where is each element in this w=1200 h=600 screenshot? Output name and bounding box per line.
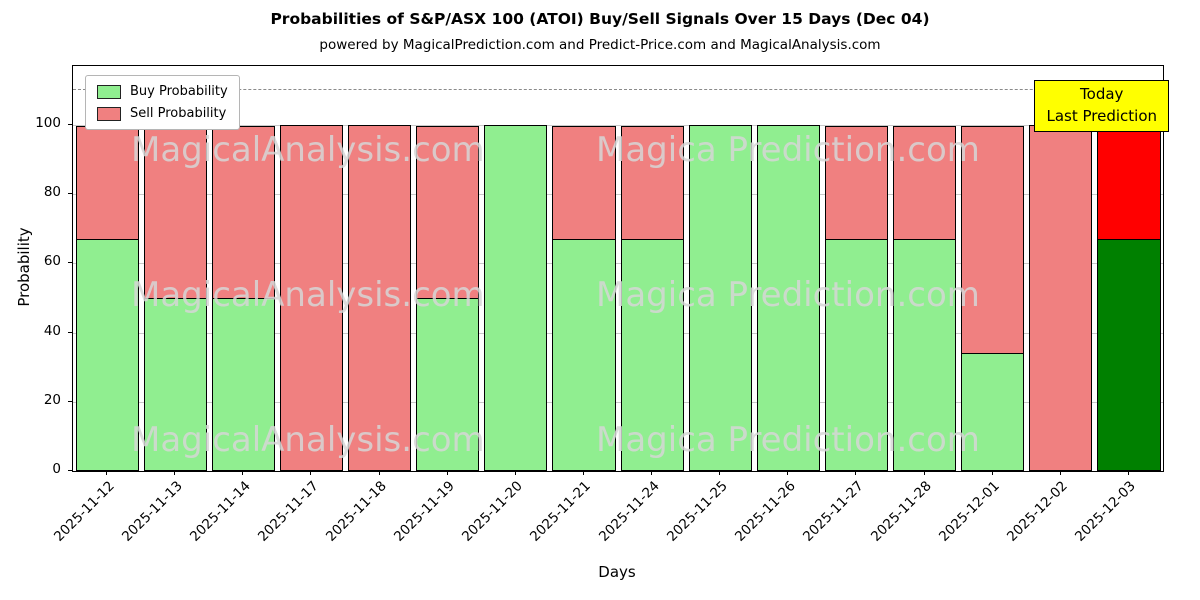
buy-bar [756, 124, 820, 471]
x-tick-label-text: 2025-12-02 [1004, 478, 1072, 545]
x-tick-mark [991, 471, 993, 475]
x-tick-mark [651, 471, 653, 475]
sell-bar [75, 125, 139, 241]
legend-buy-label: Buy Probability [130, 84, 228, 99]
sell-bar [893, 125, 957, 241]
buy-probability-swatch [97, 84, 121, 99]
x-tick-mark [719, 471, 721, 475]
legend-item-sell: Sell Probability [97, 106, 228, 121]
buy-bar [688, 124, 752, 471]
buy-bar [620, 239, 684, 471]
x-tick-label-text: 2025-11-25 [663, 478, 731, 545]
x-tick-label-text: 2025-11-20 [459, 478, 527, 545]
chart-subtitle: powered by MagicalPrediction.com and Pre… [319, 37, 881, 53]
sell-bar [416, 125, 480, 299]
buy-bar [893, 239, 957, 471]
buy-bar [824, 239, 888, 471]
sell-probability-swatch [97, 106, 121, 121]
sell-bar [1029, 124, 1093, 471]
x-tick-label-text: 2025-11-28 [868, 478, 935, 545]
y-tick-mark [68, 193, 72, 195]
x-tick-label-text: 2025-11-26 [731, 478, 799, 545]
y-tick-mark [68, 331, 72, 333]
buy-bar [416, 297, 480, 471]
y-axis: 0 20 40 60 80 100 [0, 65, 72, 477]
today-annotation-line2: Last Prediction [1046, 106, 1157, 125]
plot-area: Buy Probability Sell Probability Today L… [72, 65, 1169, 472]
x-axis: 2025-11-12 2025-11-13 2025-11-14 2025-11-17… [51, 470, 1162, 600]
buy-bar [1097, 239, 1161, 471]
x-tick-mark [923, 471, 925, 475]
x-tick-mark [787, 471, 789, 475]
y-tick-mark [68, 400, 72, 402]
sell-bar [552, 125, 616, 241]
legend-sell-label: Sell Probability [130, 106, 227, 121]
buy-bar [143, 297, 207, 471]
buy-bar [75, 239, 139, 471]
x-tick-label-text: 2025-11-21 [527, 478, 595, 545]
x-tick-mark [1127, 471, 1129, 475]
x-tick-label-text: 2025-11-18 [323, 478, 390, 545]
x-tick-mark [106, 471, 108, 475]
x-tick-mark [310, 471, 312, 475]
buy-bar [484, 124, 548, 471]
y-tick-mark [68, 123, 72, 125]
y-tick-mark [68, 262, 72, 264]
gridline [73, 194, 1163, 196]
gridline [73, 263, 1163, 265]
x-axis-label: Days [598, 563, 636, 581]
x-tick-label-text: 2025-11-17 [254, 478, 322, 545]
x-tick-label-text: 2025-11-24 [595, 478, 663, 545]
today-annotation-line1: Today [1080, 85, 1124, 103]
x-tick-mark [855, 471, 857, 475]
sell-bar [348, 124, 412, 471]
gridline [73, 124, 1163, 126]
x-tick-label-text: 2025-12-03 [1072, 478, 1140, 545]
gridline [73, 401, 1163, 403]
buy-bar [211, 297, 275, 471]
y-tick-label: 100 [35, 114, 61, 131]
x-tick-mark [378, 471, 380, 475]
today-annotation: Today Last Prediction [1034, 80, 1169, 132]
sell-bar [961, 125, 1025, 355]
legend: Buy Probability Sell Probability [85, 75, 240, 130]
x-tick-mark [514, 471, 516, 475]
x-tick-label-text: 2025-11-27 [799, 478, 867, 545]
sell-bar [620, 125, 684, 241]
x-tick-label-text: 2025-11-12 [50, 478, 118, 545]
gridline [73, 332, 1163, 334]
legend-item-buy: Buy Probability [97, 84, 228, 99]
sell-bar [279, 124, 343, 471]
x-tick-label-text: 2025-11-14 [186, 478, 254, 545]
y-tick-label: 60 [43, 253, 61, 270]
sell-bar [824, 125, 888, 241]
x-tick-mark [1059, 471, 1061, 475]
x-tick-mark [174, 471, 176, 475]
y-tick-label: 80 [43, 184, 61, 201]
x-tick-label-text: 2025-12-01 [936, 478, 1004, 545]
buy-bar [552, 239, 616, 471]
sell-bar [211, 125, 275, 299]
buy-bar [961, 353, 1025, 471]
threshold-dashed-line [73, 89, 1163, 91]
sell-bar [143, 125, 207, 299]
y-tick-mark [68, 470, 72, 471]
y-tick-label: 20 [43, 391, 61, 408]
chart-title: Probabilities of S&P/ASX 100 (ATOI) Buy/… [270, 10, 930, 28]
y-tick-label: 40 [43, 322, 61, 339]
x-tick-mark [582, 471, 584, 475]
x-tick-label-text: 2025-11-13 [118, 478, 186, 545]
sell-bar [1097, 125, 1161, 241]
x-tick-label-text: 2025-11-19 [391, 478, 459, 545]
x-tick-mark [242, 471, 244, 475]
x-tick-mark [446, 471, 448, 475]
y-tick-label: 0 [52, 461, 61, 477]
